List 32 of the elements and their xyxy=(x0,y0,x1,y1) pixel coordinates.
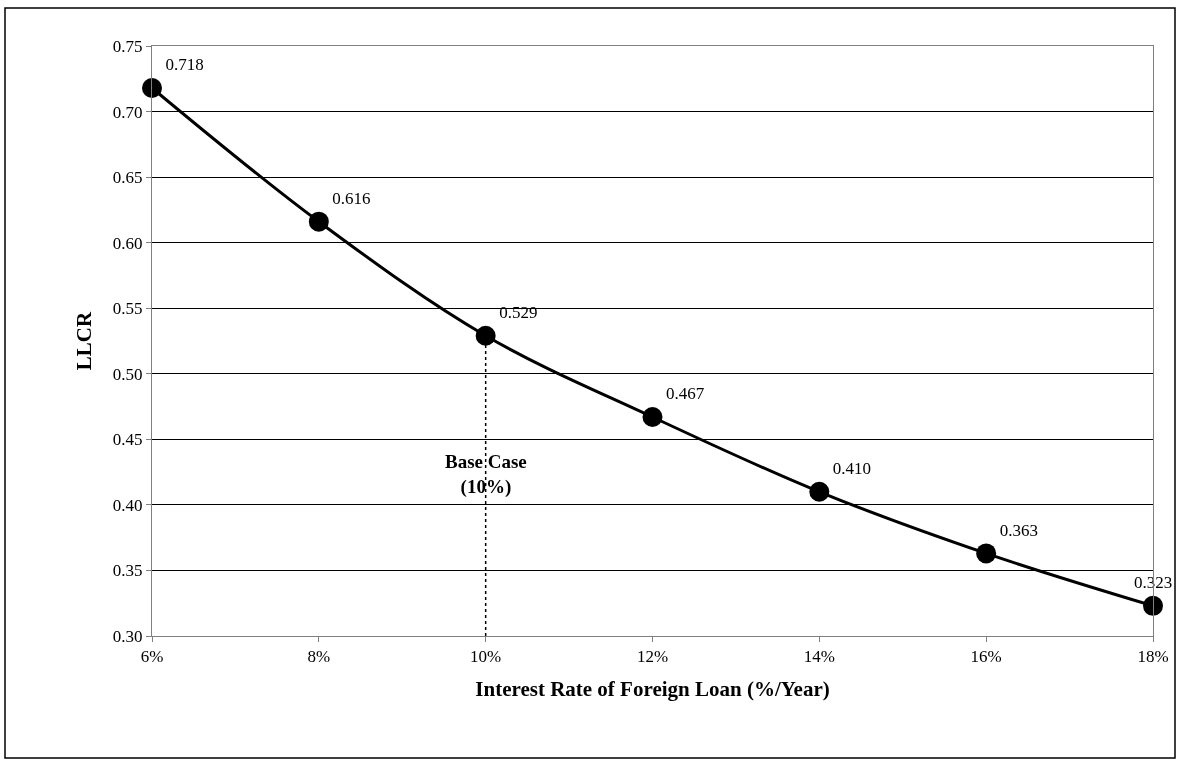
point xyxy=(142,77,162,98)
y-tick-label: 0.35 xyxy=(112,561,143,581)
point xyxy=(642,407,663,428)
point xyxy=(475,325,496,346)
y-tick-label: 0.45 xyxy=(112,430,143,450)
y-tick-label: 0.30 xyxy=(112,626,143,646)
text: 0.363 xyxy=(999,520,1038,540)
y-tick-label: 0.70 xyxy=(112,102,143,122)
x-axis-title: Interest Rate of Foreign Loan (%/Year) xyxy=(475,676,830,701)
y-tick-label: 0.65 xyxy=(112,168,143,188)
x-tick-label: 8% xyxy=(307,647,331,667)
x-tick-label: 18% xyxy=(1137,647,1169,667)
text: 0.718 xyxy=(165,55,204,75)
y-tick-label: 0.75 xyxy=(112,36,143,56)
x-tick-label: 14% xyxy=(803,647,835,667)
x-tick-label: 6% xyxy=(140,647,164,667)
y-axis-title: LLCR xyxy=(72,311,96,371)
y-tick-label: 0.40 xyxy=(112,495,143,515)
y-tick-label: 0.55 xyxy=(112,299,143,319)
y-tick-label: 0.60 xyxy=(112,233,143,253)
text: 0.410 xyxy=(832,459,872,479)
point xyxy=(308,211,329,232)
point xyxy=(976,543,997,564)
point xyxy=(809,481,830,502)
y-tick-label: 0.50 xyxy=(112,364,143,384)
text: 0.467 xyxy=(666,384,705,404)
x-tick-label: 10% xyxy=(470,647,502,667)
x-tick-label: 12% xyxy=(636,647,669,667)
text: 0.616 xyxy=(332,188,371,208)
ref-line-label: Base Case (10%) xyxy=(445,451,527,498)
x-tick-label: 16% xyxy=(970,647,1002,667)
point xyxy=(1143,595,1163,616)
